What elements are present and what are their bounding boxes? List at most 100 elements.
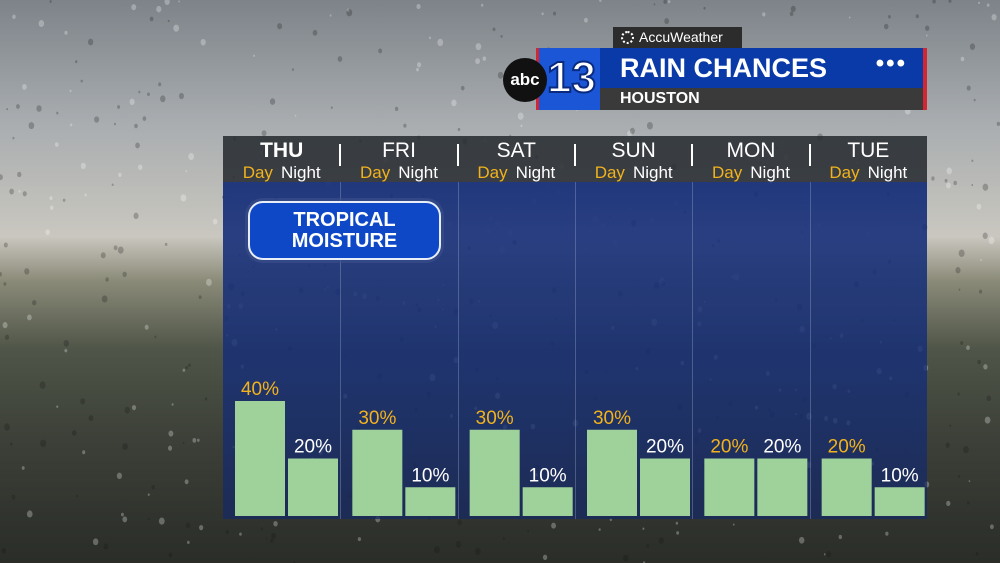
raindrop (416, 67, 419, 72)
sat-night-value-label: 10% (529, 465, 567, 486)
raindrop (978, 1, 981, 5)
callout-line-1: TROPICAL (293, 208, 396, 231)
raindrop (204, 397, 208, 401)
raindrop (185, 522, 191, 529)
sat-day-bar (469, 429, 520, 516)
raindrop (982, 183, 989, 191)
raindrop (838, 534, 843, 540)
raindrop (394, 106, 399, 111)
raindrop (4, 423, 10, 431)
raindrop (116, 472, 122, 480)
column-divider (809, 182, 811, 519)
header-separator (339, 144, 342, 166)
sun-icon (621, 31, 634, 44)
raindrop (178, 92, 184, 100)
thu-day-bar (235, 401, 285, 516)
raindrop (137, 164, 143, 170)
day-header-mon: MON Day Night (692, 136, 809, 182)
abc-logo: abc (503, 58, 547, 102)
raindrop (925, 34, 928, 37)
raindrop (823, 553, 826, 556)
raindrop (417, 62, 422, 68)
raindrop (158, 82, 162, 87)
raindrop (623, 554, 629, 562)
raindrop (212, 218, 218, 225)
raindrop (437, 38, 444, 47)
raindrop (260, 527, 264, 531)
raindrop (925, 25, 930, 31)
raindrop (667, 0, 671, 4)
raindrop (92, 538, 99, 546)
day-header-row: THU Day Night FRI Day Night SAT Day Night SUN Day N… (223, 136, 927, 182)
raindrop (946, 167, 953, 175)
raindrop (62, 198, 66, 202)
raindrop (87, 38, 94, 46)
header-separator (691, 144, 694, 166)
raindrop (403, 123, 407, 128)
raindrop (646, 543, 650, 548)
mon-night-value-label: 20% (763, 437, 801, 458)
raindrop (164, 0, 170, 5)
raindrop (122, 516, 128, 523)
raindrop (664, 18, 670, 25)
tue-day-value-label: 20% (828, 437, 866, 458)
raindrop (826, 551, 832, 558)
day-night-labels: Day Night (692, 164, 809, 181)
raindrop (270, 538, 274, 544)
day-night-labels: Day Night (575, 164, 692, 181)
raindrop (134, 123, 138, 129)
raindrop (966, 345, 970, 351)
column-divider (692, 182, 694, 519)
raindrop (56, 111, 59, 115)
raindrop (26, 510, 33, 518)
day-name: SUN (611, 139, 656, 162)
raindrop (113, 245, 118, 251)
sun-day-bar (587, 429, 637, 516)
sat-day-value-label: 30% (476, 408, 514, 429)
night-label: Night (632, 163, 673, 182)
raindrop (481, 3, 484, 7)
fri-day-value-label: 30% (358, 408, 396, 429)
raindrop (45, 229, 50, 235)
raindrop (185, 170, 188, 173)
raindrop (197, 438, 200, 442)
day-header-sat: SAT Day Night (458, 136, 575, 182)
raindrop (6, 108, 9, 111)
raindrop (124, 406, 130, 414)
night-label: Night (867, 163, 908, 182)
raindrop (475, 43, 482, 51)
title-bar: RAIN CHANCES ••• (600, 48, 927, 88)
raindrop (12, 136, 15, 140)
raindrop (173, 24, 180, 32)
raindrop (329, 14, 332, 17)
raindrop (142, 116, 147, 121)
raindrop (975, 552, 979, 556)
raindrop (346, 8, 350, 13)
raindrop (17, 171, 22, 178)
raindrop (969, 43, 976, 50)
raindrop (888, 15, 891, 19)
raindrop (21, 466, 25, 470)
raindrop (460, 85, 465, 91)
raindrop (71, 430, 77, 436)
raindrop (135, 142, 140, 149)
raindrop (88, 415, 94, 422)
raindrop (966, 501, 970, 505)
raindrop (337, 56, 343, 62)
raindrop (28, 122, 35, 130)
header-separator (456, 144, 459, 166)
day-night-labels: Day Night (458, 164, 575, 181)
raindrop (101, 295, 108, 303)
raindrop (32, 300, 37, 306)
fri-night-value-label: 10% (411, 465, 449, 486)
raindrop (69, 89, 72, 93)
raindrop (273, 520, 278, 527)
day-night-labels: Day Night (810, 164, 927, 181)
accuweather-tag: AccuWeather (613, 27, 742, 48)
day-header-fri: FRI Day Night (340, 136, 457, 182)
forecast-panel: THU Day Night FRI Day Night SAT Day Night SUN Day N… (223, 136, 927, 519)
raindrop (502, 537, 505, 541)
raindrop (188, 152, 195, 161)
raindrop (944, 178, 948, 183)
raindrop (80, 79, 83, 83)
